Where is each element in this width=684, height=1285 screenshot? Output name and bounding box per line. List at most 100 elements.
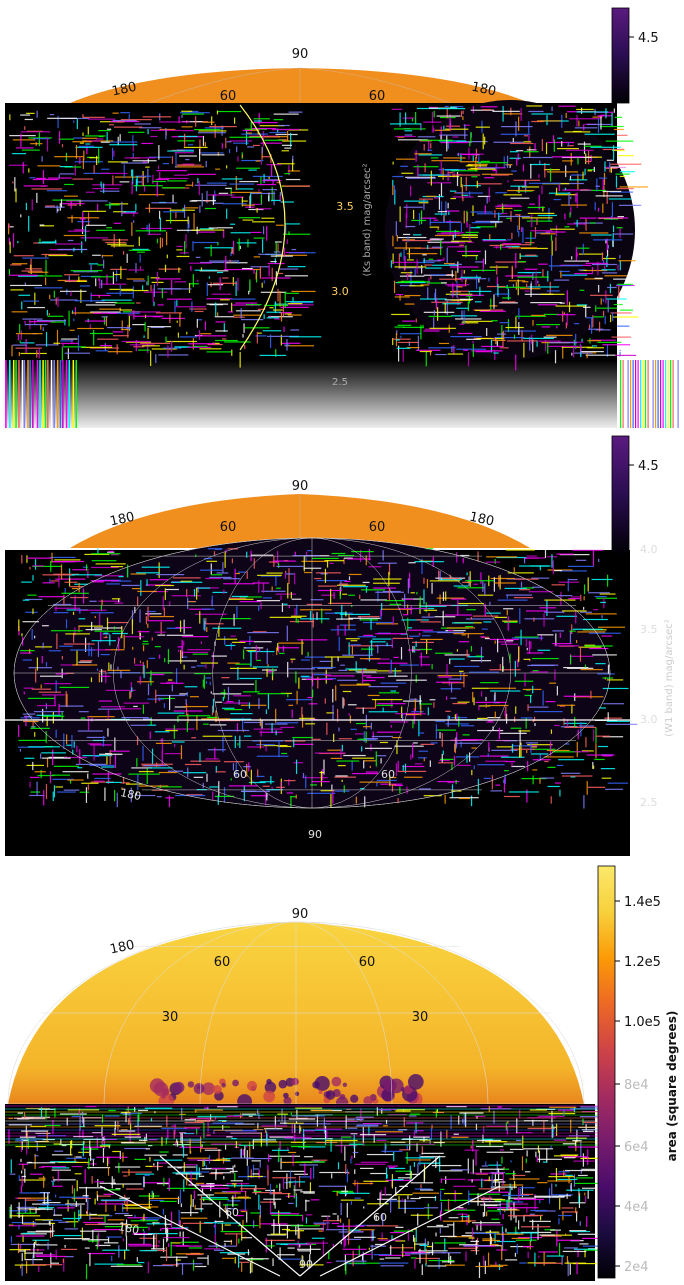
noise-fragment (320, 661, 332, 662)
noise-fragment (93, 313, 117, 314)
noise-fragment (470, 132, 471, 142)
noise-fragment (560, 1154, 578, 1155)
noise-fragment (419, 1245, 427, 1246)
noise-fragment (491, 320, 498, 321)
noise-fragment (231, 643, 232, 650)
noise-fragment (114, 790, 115, 801)
noise-fragment (482, 1165, 488, 1166)
noise-fragment (180, 621, 181, 632)
noise-fragment (466, 609, 475, 610)
noise-fragment (42, 694, 65, 695)
noise-fragment (245, 1198, 246, 1210)
noise-fragment (417, 165, 418, 177)
noise-fragment (461, 311, 462, 319)
noise-fragment (453, 291, 469, 292)
noise-fragment (19, 352, 20, 356)
noise-fragment (475, 301, 481, 302)
noise-fragment (16, 348, 42, 349)
noise-fragment (571, 256, 572, 259)
noise-fragment (274, 119, 283, 120)
noise-fragment (95, 1245, 110, 1246)
noise-fragment (138, 631, 150, 632)
noise-fragment (165, 753, 182, 754)
noise-fragment (115, 754, 116, 768)
noise-fragment (257, 575, 282, 576)
noise-fragment (152, 637, 153, 640)
noise-fragment (89, 157, 99, 158)
noise-fragment (135, 123, 151, 124)
noise-fragment (181, 745, 182, 759)
noise-fragment (584, 1250, 585, 1258)
noise-fragment (334, 592, 335, 599)
noise-fragment (137, 252, 145, 253)
noise-fragment (454, 1134, 459, 1135)
noise-fragment (222, 1258, 234, 1259)
noise-fragment (217, 272, 223, 273)
noise-fragment (332, 689, 333, 703)
noise-fragment (61, 564, 62, 579)
noise-fragment (588, 169, 595, 170)
noise-strip (47, 360, 49, 428)
noise-fragment (109, 144, 137, 145)
noise-fragment (226, 1183, 249, 1184)
noise-fragment (132, 619, 133, 634)
noise-fragment (193, 213, 194, 229)
noise-fragment (98, 641, 99, 657)
noise-fragment (139, 127, 161, 128)
noise-fragment (241, 1263, 242, 1272)
noise-fragment (405, 1157, 434, 1158)
noise-fragment (344, 785, 345, 793)
noise-fragment (477, 718, 488, 719)
noise-fragment (269, 132, 286, 133)
noise-fragment (175, 212, 176, 218)
noise-fragment (165, 337, 166, 343)
noise-fragment (187, 722, 188, 732)
noise-fragment (147, 725, 156, 726)
noise-fragment (235, 664, 250, 665)
noise-fragment (618, 155, 634, 156)
noise-fragment (525, 291, 530, 292)
noise-fragment (24, 758, 34, 759)
noise-fragment (510, 1160, 511, 1162)
noise-fragment (108, 1167, 109, 1176)
noise-fragment (193, 242, 218, 243)
noise-fragment (120, 782, 129, 783)
noise-fragment (55, 1195, 56, 1198)
noise-fragment (456, 1208, 467, 1209)
noise-fragment (577, 220, 578, 227)
noise-fragment (155, 690, 156, 703)
noise-fragment (313, 1166, 314, 1179)
noise-fragment (299, 1176, 311, 1177)
noise-fragment (352, 758, 374, 759)
noise-fragment (536, 218, 537, 225)
noise-fragment (283, 1178, 284, 1189)
dust-feature (343, 1083, 347, 1087)
noise-fragment (249, 279, 250, 292)
noise-fragment (437, 233, 460, 234)
noise-fragment (385, 1143, 386, 1153)
noise-fragment (95, 631, 124, 632)
noise-fragment (14, 177, 15, 191)
noise-fragment (95, 756, 100, 757)
noise-fragment (133, 185, 162, 186)
noise-fragment (150, 616, 174, 617)
noise-fragment (42, 582, 54, 583)
noise-fragment (398, 237, 427, 238)
noise-fragment (381, 683, 407, 684)
noise-fragment (181, 1242, 199, 1243)
noise-fragment (185, 159, 189, 160)
noise-fragment (159, 655, 160, 659)
noise-fragment (203, 136, 204, 146)
noise-fragment (254, 120, 262, 121)
noise-fragment (178, 333, 179, 338)
noise-fragment (39, 1167, 44, 1168)
noise-fragment (222, 1223, 223, 1231)
noise-fragment (606, 141, 634, 142)
noise-fragment (234, 1165, 235, 1168)
noise-fragment (430, 328, 456, 329)
noise-fragment (165, 128, 166, 140)
noise-fragment (239, 678, 261, 679)
noise-fragment (617, 265, 618, 271)
noise-fragment (154, 1160, 183, 1161)
noise-fragment (35, 1240, 36, 1244)
